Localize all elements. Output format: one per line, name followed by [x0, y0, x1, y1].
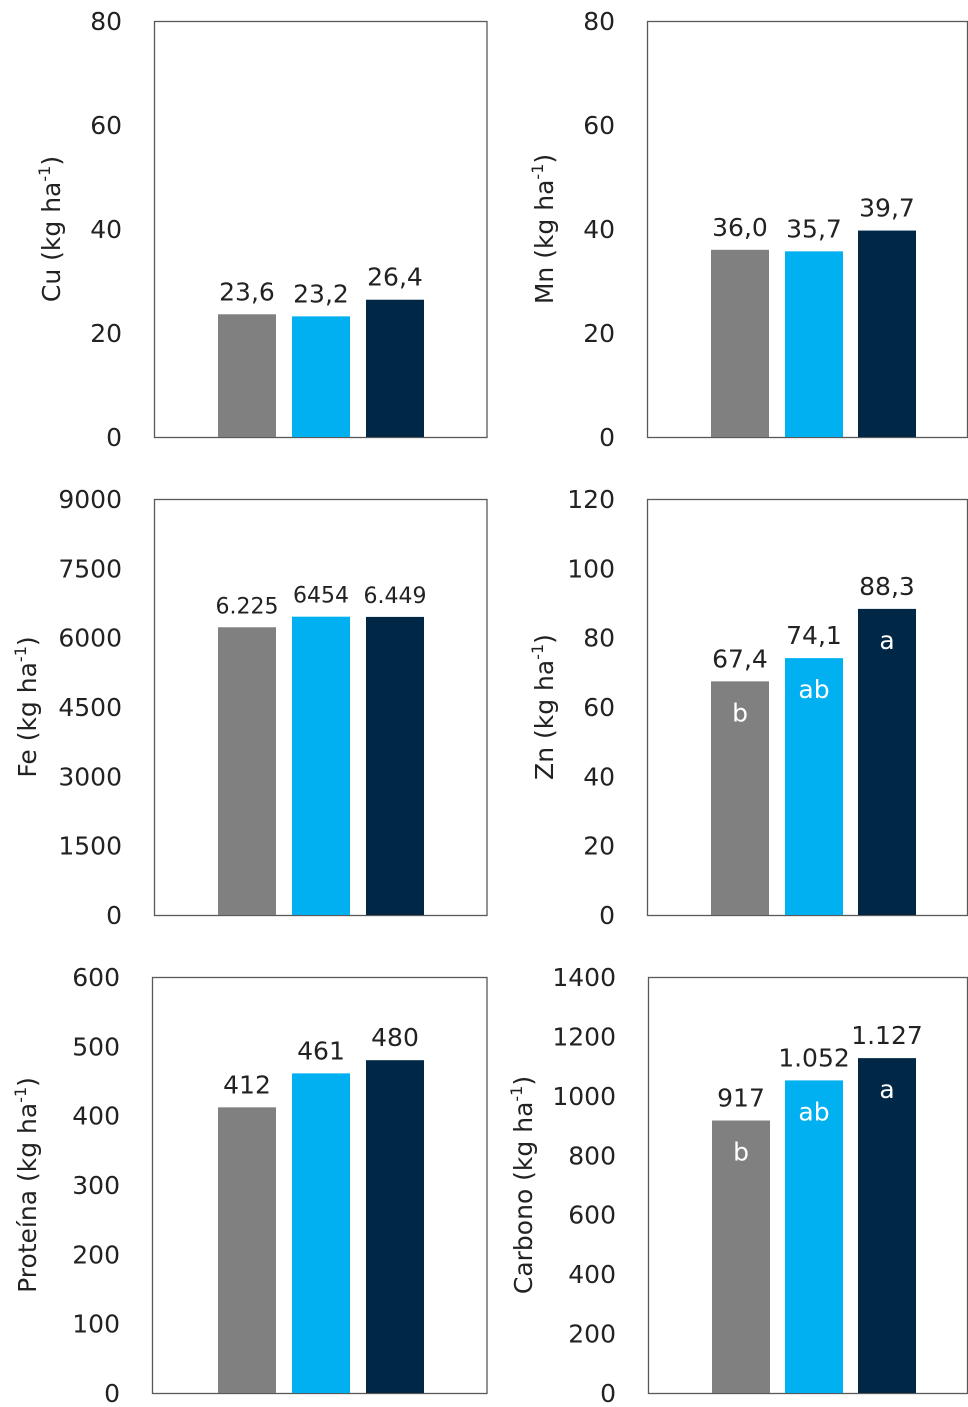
y-tick-label: 1000: [552, 1082, 616, 1111]
bar: [366, 616, 424, 915]
y-tick-label: 400: [72, 1102, 120, 1131]
significance-letter: ab: [798, 1097, 829, 1126]
bar: [292, 316, 350, 437]
significance-letter: ab: [798, 675, 829, 704]
value-label: 35,7: [786, 214, 842, 243]
bar: [218, 1107, 276, 1393]
value-label: 26,4: [367, 263, 423, 292]
y-tick-label: 0: [106, 423, 122, 452]
y-tick-label: 600: [568, 1201, 616, 1230]
significance-letter: a: [879, 626, 894, 655]
y-tick-label: 40: [90, 215, 122, 244]
bar: [858, 608, 916, 915]
y-tick-label: 40: [583, 762, 615, 791]
y-tick-label: 120: [567, 485, 615, 514]
y-tick-label: 800: [568, 1141, 616, 1170]
y-axis-label: Zn (kg ha-1): [528, 634, 559, 780]
chart-0: 0 20 40 60 80 Cu (kg ha-1) 23,6 23,2 26,4: [35, 7, 488, 452]
plot-frame: [153, 498, 488, 917]
bar: [785, 251, 843, 437]
y-tick-label: 20: [583, 832, 615, 861]
chart-2: 0 1500 3000 4500 6000 7500 9000 Fe (kg ha-1) 6.2…: [11, 485, 488, 930]
y-tick-label: 100: [72, 1310, 120, 1339]
bar: [366, 299, 424, 437]
y-axis-label: Fe (kg ha-1): [11, 636, 42, 777]
value-label: 1.127: [851, 1021, 923, 1050]
y-tick-label: 500: [72, 1032, 120, 1061]
y-axis-label: Proteína (kg ha-1): [11, 1077, 42, 1293]
bar: [711, 681, 769, 915]
y-tick-label: 7500: [58, 554, 122, 583]
value-label: 461: [297, 1036, 345, 1065]
value-label: 23,2: [293, 279, 349, 308]
bar: [858, 230, 916, 437]
y-tick-label: 4500: [58, 693, 122, 722]
y-tick-label: 600: [72, 963, 120, 992]
value-label: 39,7: [859, 194, 915, 223]
y-tick-label: 9000: [58, 485, 122, 514]
y-tick-label: 0: [599, 901, 615, 930]
y-tick-label: 100: [567, 554, 615, 583]
y-tick-label: 80: [583, 624, 615, 653]
y-axis-label: Cu (kg ha-1): [35, 156, 66, 302]
y-axis-label: Carbono (kg ha-1): [507, 1076, 538, 1294]
bar: [292, 1073, 350, 1393]
plot-frame: [151, 976, 488, 1395]
bar: [366, 1060, 424, 1393]
y-axis-label: Mn (kg ha-1): [528, 154, 559, 304]
value-label: 88,3: [859, 572, 915, 601]
bar: [712, 1120, 770, 1393]
value-label: 917: [717, 1084, 765, 1113]
y-tick-label: 300: [72, 1171, 120, 1200]
value-label: 6.449: [364, 584, 427, 609]
y-tick-label: 1500: [58, 832, 122, 861]
y-tick-label: 0: [104, 1379, 120, 1407]
y-tick-label: 80: [90, 7, 122, 36]
y-tick-label: 60: [583, 111, 615, 140]
significance-letter: b: [732, 698, 748, 727]
significance-letter: b: [733, 1138, 749, 1167]
y-tick-label: 40: [583, 215, 615, 244]
y-tick-label: 1200: [552, 1022, 616, 1051]
bar: [711, 249, 769, 437]
chart-3: 0 20 40 60 80 100 120 Zn (kg ha-1) 67,4 b 74,1 ab 88…: [528, 485, 968, 930]
significance-letter: a: [879, 1075, 894, 1104]
y-tick-label: 1400: [552, 963, 616, 992]
value-label: 480: [371, 1023, 419, 1052]
y-tick-label: 0: [600, 1379, 616, 1407]
y-tick-label: 200: [72, 1240, 120, 1269]
y-tick-label: 0: [106, 901, 122, 930]
y-tick-label: 20: [90, 319, 122, 348]
chart-5: 0 200 400 600 800 1000 1200 1400 Carbono (kg ha-…: [507, 963, 968, 1407]
y-tick-label: 200: [568, 1320, 616, 1349]
value-label: 74,1: [786, 621, 842, 650]
chart-1: 0 20 40 60 80 Mn (kg ha-1) 36,0 35,7 39,7: [528, 7, 968, 452]
y-tick-label: 0: [599, 423, 615, 452]
y-tick-label: 3000: [58, 762, 122, 791]
y-tick-label: 400: [568, 1260, 616, 1289]
value-label: 1.052: [778, 1043, 850, 1072]
bar: [292, 616, 350, 915]
bar: [218, 314, 276, 437]
bar: [858, 1058, 916, 1393]
y-tick-label: 60: [90, 111, 122, 140]
value-label: 412: [223, 1070, 271, 1099]
y-tick-label: 6000: [58, 624, 122, 653]
value-label: 36,0: [712, 213, 768, 242]
value-label: 67,4: [712, 644, 768, 673]
chart-4: 0 100 200 300 400 500 600 Proteína (kg ha-1) 412…: [11, 963, 488, 1407]
bar: [218, 627, 276, 915]
plot-frame: [153, 20, 488, 439]
y-tick-label: 80: [583, 7, 615, 36]
y-tick-label: 60: [583, 693, 615, 722]
value-label: 6.225: [216, 594, 279, 619]
value-label: 23,6: [219, 277, 275, 306]
value-label: 6454: [293, 584, 349, 609]
y-tick-label: 20: [583, 319, 615, 348]
bar: [785, 658, 843, 915]
bar: [785, 1080, 843, 1393]
